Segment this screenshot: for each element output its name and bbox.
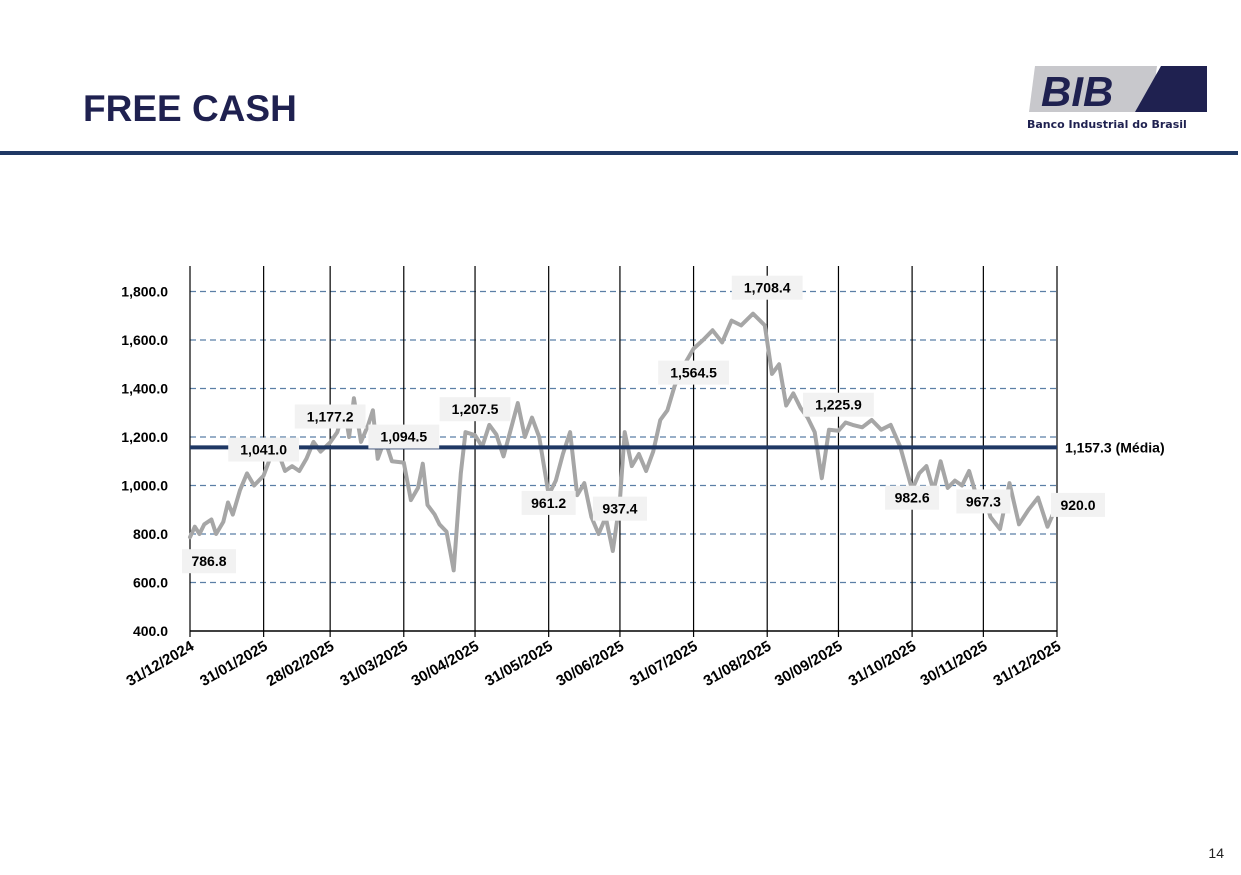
data-label-box <box>228 437 300 462</box>
data-label-box <box>803 392 874 417</box>
data-label-box <box>1051 492 1105 517</box>
page-number: 14 <box>1208 845 1224 861</box>
data-label: 967.3 <box>966 493 1001 509</box>
x-tick-label: 31/08/2025 <box>701 638 775 690</box>
y-tick-label: 1,200.0 <box>121 429 168 445</box>
data-label: 1,041.0 <box>240 442 287 458</box>
mean-line-label: 1,157.3 (Média) <box>1065 439 1165 455</box>
data-label: 920.0 <box>1060 497 1095 513</box>
x-tick-label: 31/01/2025 <box>197 638 271 690</box>
y-tick-label: 400.0 <box>133 623 168 639</box>
data-label: 982.6 <box>895 490 930 506</box>
y-tick-label: 1,400.0 <box>121 381 168 397</box>
data-label-box <box>439 397 511 422</box>
data-label: 1,225.9 <box>815 397 862 413</box>
x-tick-label: 31/12/2024 <box>123 637 197 690</box>
data-label: 1,207.5 <box>452 401 499 417</box>
x-tick-label: 30/11/2025 <box>918 638 991 690</box>
x-tick-label: 31/10/2025 <box>846 638 920 690</box>
logo-navy-panel <box>1135 66 1207 112</box>
x-tick-label: 31/12/2025 <box>990 638 1064 690</box>
y-tick-label: 800.0 <box>133 526 168 542</box>
logo-gray-panel <box>1029 66 1157 112</box>
x-tick-label: 30/09/2025 <box>772 638 846 690</box>
series-line <box>188 311 1059 573</box>
header-rule <box>0 151 1238 155</box>
x-tick-label: 30/06/2025 <box>553 638 627 690</box>
data-label-box <box>731 275 803 300</box>
x-tick-label: 31/03/2025 <box>337 638 411 690</box>
y-tick-label: 1,800.0 <box>121 284 168 300</box>
data-label-box <box>521 490 576 515</box>
data-label: 1,094.5 <box>380 429 427 445</box>
x-tick-label: 31/05/2025 <box>482 638 556 690</box>
data-label-box <box>956 489 1011 514</box>
data-label: 961.2 <box>531 495 566 511</box>
page-title: FREE CASH <box>83 88 297 129</box>
data-label-box <box>885 485 940 510</box>
data-label: 786.8 <box>191 553 226 569</box>
data-label: 1,708.4 <box>744 280 791 296</box>
y-tick-label: 1,000.0 <box>121 478 168 494</box>
y-tick-label: 600.0 <box>133 575 168 591</box>
x-tick-label: 28/02/2025 <box>264 638 338 690</box>
logo-text: BIB <box>1041 68 1113 115</box>
x-tick-label: 30/04/2025 <box>409 638 483 690</box>
x-tick-label: 31/07/2025 <box>627 638 701 690</box>
data-label-box <box>658 360 729 385</box>
bib-logo: BIB <box>1029 66 1207 115</box>
data-label: 1,177.2 <box>307 409 354 425</box>
data-label-box <box>294 404 366 429</box>
data-label-box <box>592 496 647 521</box>
y-tick-label: 1,600.0 <box>121 332 168 348</box>
data-label-box <box>368 424 440 449</box>
data-label-box <box>182 549 236 574</box>
data-label: 1,564.5 <box>670 365 717 381</box>
data-label: 937.4 <box>602 501 637 517</box>
logo-caption: Banco Industrial do Brasil <box>1027 118 1187 131</box>
